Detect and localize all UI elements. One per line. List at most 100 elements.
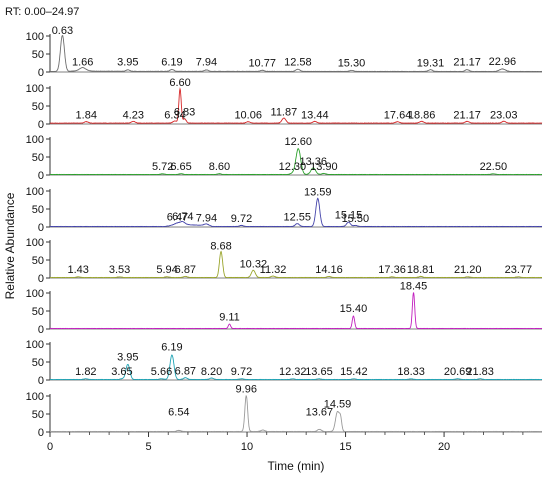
y-tick-label: 0: [38, 273, 44, 285]
peak-label: 13.65: [305, 366, 333, 378]
peak-label: 12.60: [285, 136, 313, 148]
trace-line: [50, 87, 543, 124]
peak-label: 9.11: [219, 312, 240, 324]
trace-line: [49, 35, 542, 73]
peak-label: 18.33: [397, 366, 425, 378]
trace-panels: 0 50 100 0.63 1.66 3.95 6.19 7.94 10.77 12.58 15.3…: [26, 25, 543, 439]
y-axis-label: Relative Abundance: [3, 192, 17, 299]
peak-label: 9.72: [231, 213, 252, 225]
peak-label: 6.60: [169, 77, 190, 89]
y-tick-label: 50: [32, 49, 44, 61]
peak-label: 6.87: [175, 365, 196, 377]
trace-line: [49, 354, 543, 381]
y-tick-label: 50: [32, 152, 44, 164]
peak-label: 9.72: [231, 366, 252, 378]
y-tick-label: 50: [32, 101, 44, 113]
trace-line: [50, 250, 542, 279]
peak-label: 15.42: [340, 366, 368, 378]
peak-label: 12.32: [279, 366, 307, 378]
time-axis: 0 5 10 15 20: [47, 432, 524, 453]
peak-label: 17.64: [384, 109, 412, 121]
y-tick-label: 100: [26, 288, 44, 300]
peak-label: 20.69: [444, 366, 472, 378]
x-tick-label: 10: [241, 441, 253, 453]
peak-label: 1.66: [72, 57, 93, 69]
peak-label: 21.17: [453, 109, 481, 121]
peak-label: 12.30: [279, 161, 307, 173]
peak-label: 11.87: [271, 107, 298, 119]
peak-label: 3.95: [117, 57, 138, 69]
y-tick-label: 100: [26, 134, 44, 146]
peak-label: 12.58: [284, 57, 312, 69]
peak-label: 6.87: [175, 264, 196, 276]
peak-label: 21.17: [453, 57, 481, 69]
y-tick-label: 0: [38, 427, 44, 439]
peak-label: 5.66: [151, 366, 172, 378]
peak-label: 6.74: [172, 211, 193, 223]
peak-label: 9.96: [236, 384, 257, 396]
peak-label: 14.59: [324, 399, 352, 411]
peak-label: 13.67: [306, 407, 334, 419]
peak-label: 18.81: [407, 264, 435, 276]
trace-line: [49, 148, 542, 176]
peak-label: 3.53: [109, 264, 130, 276]
peak-label: 7.94: [196, 57, 217, 69]
peak-label: 6.54: [168, 407, 189, 419]
peak-label: 23.03: [490, 109, 518, 121]
peak-label: 5.94: [156, 264, 177, 276]
peak-label: 13.44: [301, 109, 329, 121]
y-tick-label: 100: [26, 83, 44, 95]
peak-label: 12.55: [284, 212, 312, 224]
rt-range-title: RT: 0.00–24.97: [5, 6, 79, 18]
peak-label: 18.45: [400, 281, 428, 293]
peak-label: 1.84: [76, 109, 97, 121]
peak-label: 15.50: [342, 213, 370, 225]
peak-label: 11.32: [260, 264, 287, 276]
peak-label: 22.96: [489, 56, 517, 68]
peak-label: 13.36: [299, 156, 327, 168]
peak-label: 22.50: [480, 161, 508, 173]
peak-label: 10.06: [234, 109, 262, 121]
x-tick-label: 5: [145, 441, 151, 453]
peak-label: 6.65: [170, 161, 191, 173]
peak-label: 6.47: [167, 212, 188, 224]
peak-label: 21.20: [454, 264, 482, 276]
peak-label: 14.16: [315, 264, 343, 276]
trace-panel-2: 0 50 100 1.84 4.23 6.34 6.60 6.83 10.06 11.87 13.4…: [26, 77, 543, 131]
peak-label: 6.19: [161, 57, 182, 69]
y-tick-label: 50: [32, 409, 44, 421]
trace-panel-1: 0 50 100 0.63 1.66 3.95 6.19 7.94 10.77 12.58 15.3…: [26, 25, 542, 79]
peak-label: 15.40: [340, 303, 368, 315]
y-tick-label: 0: [38, 119, 44, 131]
peak-label: 8.20: [201, 366, 222, 378]
y-tick-label: 0: [38, 324, 44, 336]
y-tick-label: 100: [26, 237, 44, 249]
trace-line: [50, 197, 543, 228]
peak-label: 4.23: [123, 109, 144, 121]
peak-label: 10.77: [248, 57, 276, 69]
y-tick-label: 100: [26, 391, 44, 403]
peak-label: 23.77: [505, 264, 533, 276]
y-tick-label: 0: [38, 375, 44, 387]
peak-label: 3.95: [117, 352, 138, 364]
peak-label: 8.68: [210, 240, 231, 252]
y-tick-label: 100: [26, 31, 44, 43]
trace-line: [49, 292, 543, 330]
y-tick-label: 50: [32, 357, 44, 369]
peak-label: 5.72: [152, 161, 173, 173]
trace-panel-6: 0 50 100 9.11 15.40 18.45: [26, 281, 543, 336]
peak-label: 18.86: [408, 109, 436, 121]
x-tick-label: 15: [339, 441, 351, 453]
peak-label: 1.82: [75, 366, 96, 378]
peak-label: 0.63: [52, 25, 73, 37]
trace-panel-4: 0 50 100 6.476.74 7.94 9.72 12.55 13.5915.1515.…: [26, 186, 543, 234]
peak-label: 15.15: [335, 210, 363, 222]
y-tick-label: 0: [38, 170, 44, 182]
trace-line: [50, 395, 542, 433]
peak-label: 6.34: [164, 109, 185, 121]
peak-label: 17.36: [378, 264, 406, 276]
